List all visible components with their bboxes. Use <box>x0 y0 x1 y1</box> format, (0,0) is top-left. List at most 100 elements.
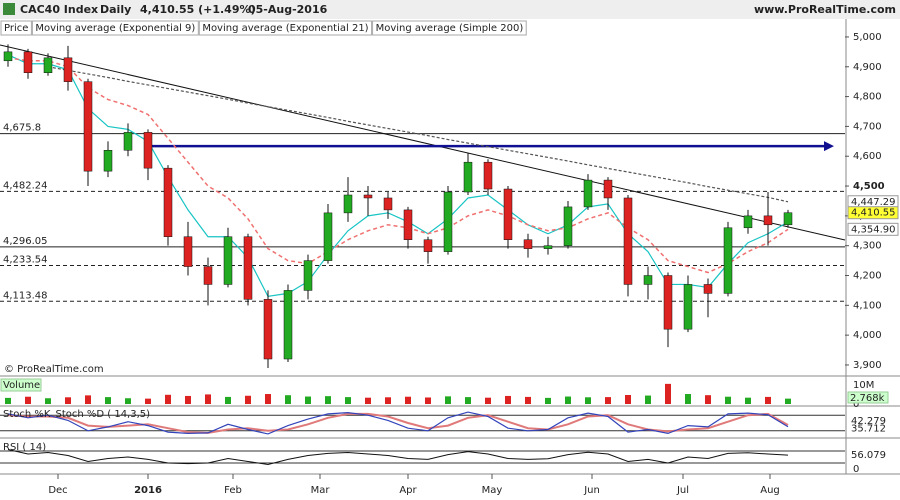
candle-body <box>223 236 233 285</box>
volume-bar <box>705 395 711 404</box>
volume-bar <box>5 397 11 404</box>
candle-body <box>623 197 633 285</box>
volume-bar <box>265 394 271 404</box>
legend-box <box>31 20 199 36</box>
candle-body <box>423 239 433 252</box>
candle-body <box>463 161 473 193</box>
y-tick-label: 4,300 <box>853 241 882 252</box>
candle-body <box>323 212 333 261</box>
volume-bar <box>185 395 191 404</box>
legend-entry: Moving average (Exponential 9) <box>35 23 195 34</box>
candle-body <box>483 161 493 190</box>
volume-bar <box>85 395 91 404</box>
volume-label: Volume <box>3 380 40 391</box>
level-label: 4,233.54 <box>3 255 48 266</box>
volume-bar <box>25 396 31 404</box>
volume-bar <box>465 397 471 404</box>
level-label: 4,296.05 <box>3 236 48 247</box>
volume-bar <box>365 397 371 404</box>
volume-bar <box>565 396 571 404</box>
legend-box <box>0 20 32 36</box>
candle-body <box>363 194 373 199</box>
volume-bar <box>485 397 491 404</box>
candle-body <box>563 206 573 246</box>
candle-body <box>283 290 293 360</box>
stoch-d-tag: 42.279 <box>851 416 886 427</box>
volume-bar <box>385 397 391 404</box>
x-tick-label: May <box>482 485 503 496</box>
legend-box <box>198 20 373 36</box>
volume-bar <box>505 395 511 404</box>
moving-average <box>7 54 789 298</box>
x-tick-label: Apr <box>399 485 417 496</box>
quote: 4,410.55 (+1.49%) <box>140 3 256 16</box>
candle-body <box>83 81 93 172</box>
level-label: 4,482.24 <box>3 180 48 191</box>
volume-bar <box>725 396 731 404</box>
candle-body <box>63 57 73 82</box>
legend-box <box>372 20 527 36</box>
volume-bar <box>745 397 751 404</box>
stoch-k <box>7 411 789 435</box>
y-tick-label: 5,000 <box>853 32 882 43</box>
volume-bar <box>585 397 591 404</box>
rsi-label: RSI ( 14) <box>3 442 46 453</box>
volume-bar <box>165 394 171 404</box>
volume-bar <box>625 394 631 404</box>
legend-entry: Price <box>4 23 28 34</box>
moving-average <box>47 66 789 203</box>
volume-bar <box>325 396 331 404</box>
candle-body <box>123 132 133 151</box>
volume-bar <box>285 395 291 404</box>
price-tag-label: 4,447.29 <box>851 197 896 208</box>
x-tick-label: Jul <box>676 485 689 496</box>
candle-body <box>163 167 173 237</box>
price-tag <box>847 206 899 220</box>
volume-tag-label: 2.768k <box>850 393 885 404</box>
volume-bar <box>425 397 431 404</box>
volume-bar <box>785 398 791 404</box>
volume-bar <box>445 396 451 404</box>
header-bar <box>0 0 900 19</box>
volume-tick-label: 0 <box>853 399 859 410</box>
candle-body <box>103 150 113 172</box>
volume-tick-label: 10M <box>853 380 874 391</box>
y-tick-label: 4,200 <box>853 271 882 282</box>
volume-bar <box>245 395 251 404</box>
volume-bar <box>105 397 111 404</box>
header-icon <box>3 3 15 15</box>
rsi-line <box>7 449 789 466</box>
date: 05-Aug-2016 <box>248 3 328 16</box>
candle-body <box>443 191 453 252</box>
candle-body <box>603 179 613 199</box>
candle-body <box>763 215 773 226</box>
volume-bar <box>45 398 51 404</box>
x-tick-label: Aug <box>760 485 780 496</box>
candle-body <box>203 266 213 285</box>
level-label: 4,113.48 <box>3 290 48 301</box>
y-tick-label: 4,900 <box>853 62 882 73</box>
y-tick-label: 4,500 <box>853 181 885 192</box>
price-tag-label: 4,410.55 <box>851 208 896 219</box>
candle-body <box>403 209 413 240</box>
candle-body <box>243 236 253 300</box>
volume-bar <box>765 396 771 404</box>
candle-body <box>263 299 273 360</box>
volume-bar <box>525 396 531 404</box>
candle-body <box>383 197 393 211</box>
y-tick-label: 4,700 <box>853 121 882 132</box>
volume-bar <box>405 396 411 404</box>
x-tick-label: Dec <box>48 485 67 496</box>
volume-bar <box>125 398 131 404</box>
stoch-k-tag: 35.712 <box>851 424 886 435</box>
y-tick-label: 4,000 <box>853 330 882 341</box>
candle-body <box>663 275 673 330</box>
price-tag <box>847 222 899 236</box>
candle-body <box>523 239 533 249</box>
level-label: 4,675.8 <box>3 123 41 134</box>
x-tick-label: Mar <box>311 485 331 496</box>
candle-body <box>303 260 313 291</box>
candle-body <box>343 194 353 214</box>
volume-bar <box>145 398 151 404</box>
